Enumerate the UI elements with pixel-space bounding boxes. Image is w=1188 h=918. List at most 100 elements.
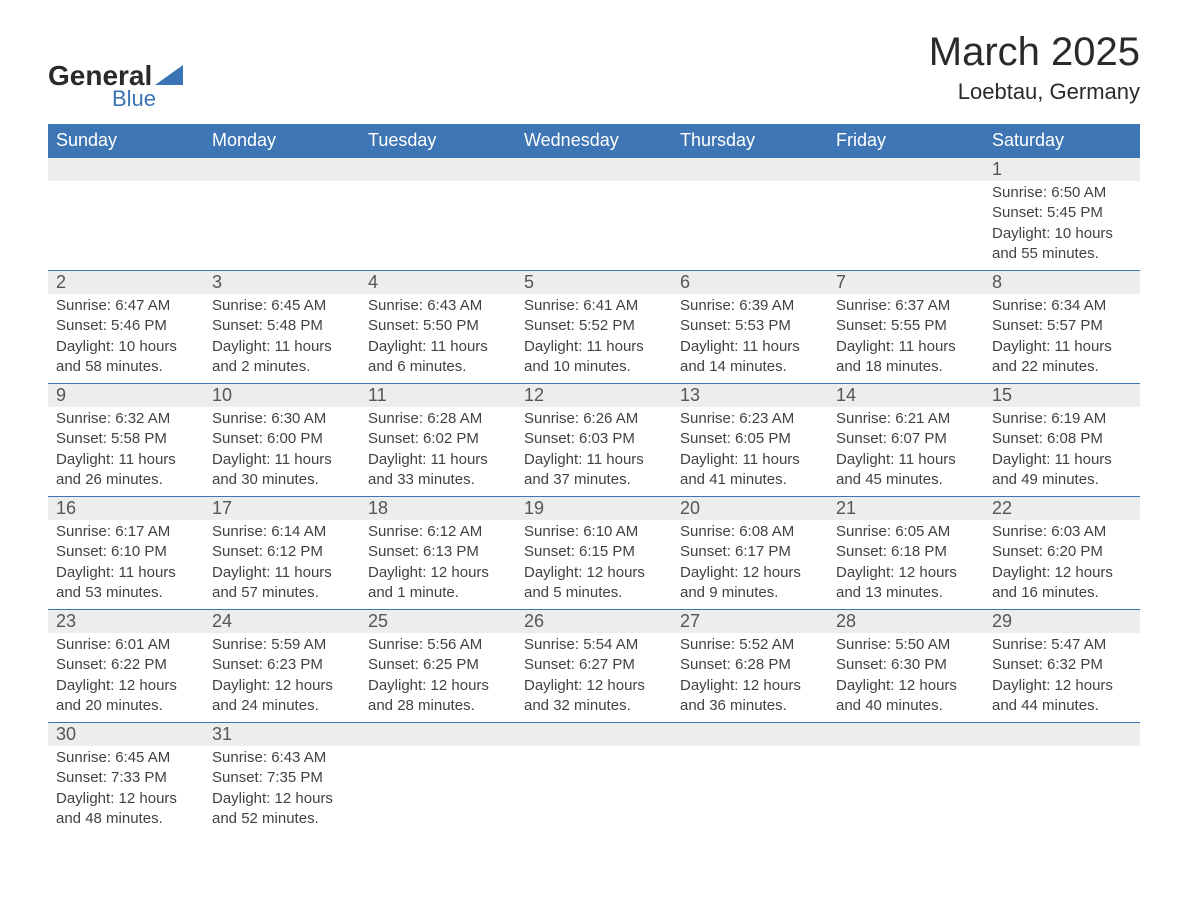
day-details: [828, 746, 984, 774]
sunset-line: Sunset: 6:07 PM: [836, 429, 976, 449]
day-details: Sunrise: 6:30 AMSunset: 6:00 PMDaylight:…: [204, 407, 360, 496]
daylight-line: Daylight: 11 hours and 49 minutes.: [992, 450, 1132, 491]
day-of-week-header: Thursday: [672, 124, 828, 158]
day-number: 18: [360, 497, 516, 520]
daylight-line: Daylight: 11 hours and 18 minutes.: [836, 337, 976, 378]
day-of-week-header: Wednesday: [516, 124, 672, 158]
day-details: Sunrise: 6:08 AMSunset: 6:17 PMDaylight:…: [672, 520, 828, 609]
sunset-line: Sunset: 6:10 PM: [56, 542, 196, 562]
day-number: 12: [516, 384, 672, 407]
day-number: 1: [984, 158, 1140, 181]
daylight-line: Daylight: 11 hours and 22 minutes.: [992, 337, 1132, 378]
sunset-line: Sunset: 6:30 PM: [836, 655, 976, 675]
day-number: 24: [204, 610, 360, 633]
day-details: Sunrise: 6:05 AMSunset: 6:18 PMDaylight:…: [828, 520, 984, 609]
sunrise-line: Sunrise: 6:43 AM: [212, 748, 352, 768]
daylight-line: Daylight: 11 hours and 33 minutes.: [368, 450, 508, 491]
day-of-week-header: Monday: [204, 124, 360, 158]
sunset-line: Sunset: 6:25 PM: [368, 655, 508, 675]
day-number: 2: [48, 271, 204, 294]
sunrise-line: Sunrise: 6:19 AM: [992, 409, 1132, 429]
day-details: Sunrise: 6:39 AMSunset: 5:53 PMDaylight:…: [672, 294, 828, 383]
sunset-line: Sunset: 6:02 PM: [368, 429, 508, 449]
day-details: Sunrise: 6:43 AMSunset: 7:35 PMDaylight:…: [204, 746, 360, 835]
daylight-line: Daylight: 11 hours and 2 minutes.: [212, 337, 352, 378]
sunrise-line: Sunrise: 6:47 AM: [56, 296, 196, 316]
daylight-line: Daylight: 11 hours and 57 minutes.: [212, 563, 352, 604]
sunset-line: Sunset: 6:03 PM: [524, 429, 664, 449]
daylight-line: Daylight: 12 hours and 5 minutes.: [524, 563, 664, 604]
sunrise-line: Sunrise: 6:03 AM: [992, 522, 1132, 542]
day-number: 23: [48, 610, 204, 633]
daylight-line: Daylight: 12 hours and 20 minutes.: [56, 676, 196, 717]
day-details: Sunrise: 5:59 AMSunset: 6:23 PMDaylight:…: [204, 633, 360, 722]
day-number: 14: [828, 384, 984, 407]
day-number: 21: [828, 497, 984, 520]
day-number: 4: [360, 271, 516, 294]
day-number: [204, 158, 360, 181]
daylight-line: Daylight: 12 hours and 24 minutes.: [212, 676, 352, 717]
day-number: 27: [672, 610, 828, 633]
daylight-line: Daylight: 12 hours and 36 minutes.: [680, 676, 820, 717]
calendar-table: SundayMondayTuesdayWednesdayThursdayFrid…: [48, 124, 1140, 835]
day-number: [672, 723, 828, 746]
sunset-line: Sunset: 6:27 PM: [524, 655, 664, 675]
day-details: [672, 181, 828, 209]
day-number: 16: [48, 497, 204, 520]
sunrise-line: Sunrise: 6:37 AM: [836, 296, 976, 316]
calendar-daynum-row: 16171819202122: [48, 497, 1140, 521]
calendar-daynum-row: 9101112131415: [48, 384, 1140, 408]
day-details: Sunrise: 5:50 AMSunset: 6:30 PMDaylight:…: [828, 633, 984, 722]
title-block: March 2025 Loebtau, Germany: [929, 30, 1140, 105]
day-number: 11: [360, 384, 516, 407]
day-details: Sunrise: 6:23 AMSunset: 6:05 PMDaylight:…: [672, 407, 828, 496]
calendar-daynum-row: 3031: [48, 723, 1140, 747]
sunrise-line: Sunrise: 6:21 AM: [836, 409, 976, 429]
day-number: 26: [516, 610, 672, 633]
daylight-line: Daylight: 10 hours and 58 minutes.: [56, 337, 196, 378]
sunset-line: Sunset: 5:53 PM: [680, 316, 820, 336]
sunrise-line: Sunrise: 5:59 AM: [212, 635, 352, 655]
sunset-line: Sunset: 7:33 PM: [56, 768, 196, 788]
sunrise-line: Sunrise: 6:10 AM: [524, 522, 664, 542]
daylight-line: Daylight: 11 hours and 45 minutes.: [836, 450, 976, 491]
daylight-line: Daylight: 12 hours and 32 minutes.: [524, 676, 664, 717]
sunset-line: Sunset: 6:28 PM: [680, 655, 820, 675]
day-details: Sunrise: 6:10 AMSunset: 6:15 PMDaylight:…: [516, 520, 672, 609]
sunset-line: Sunset: 6:22 PM: [56, 655, 196, 675]
day-number: 3: [204, 271, 360, 294]
day-details: Sunrise: 6:17 AMSunset: 6:10 PMDaylight:…: [48, 520, 204, 609]
sunrise-line: Sunrise: 6:43 AM: [368, 296, 508, 316]
sunset-line: Sunset: 5:46 PM: [56, 316, 196, 336]
title-location: Loebtau, Germany: [929, 79, 1140, 105]
daylight-line: Daylight: 12 hours and 44 minutes.: [992, 676, 1132, 717]
sunrise-line: Sunrise: 6:30 AM: [212, 409, 352, 429]
sunset-line: Sunset: 6:05 PM: [680, 429, 820, 449]
day-details: Sunrise: 6:28 AMSunset: 6:02 PMDaylight:…: [360, 407, 516, 496]
day-number: [360, 723, 516, 746]
calendar-details-row: Sunrise: 6:45 AMSunset: 7:33 PMDaylight:…: [48, 746, 1140, 835]
brand-logo: General Blue: [48, 60, 183, 112]
day-details: Sunrise: 6:21 AMSunset: 6:07 PMDaylight:…: [828, 407, 984, 496]
day-details: Sunrise: 6:14 AMSunset: 6:12 PMDaylight:…: [204, 520, 360, 609]
sunset-line: Sunset: 5:52 PM: [524, 316, 664, 336]
sunrise-line: Sunrise: 5:52 AM: [680, 635, 820, 655]
sunrise-line: Sunrise: 6:26 AM: [524, 409, 664, 429]
logo-text-blue: Blue: [112, 86, 156, 112]
sunset-line: Sunset: 6:12 PM: [212, 542, 352, 562]
sunrise-line: Sunrise: 5:54 AM: [524, 635, 664, 655]
day-number: 19: [516, 497, 672, 520]
sunrise-line: Sunrise: 6:45 AM: [212, 296, 352, 316]
day-number: [360, 158, 516, 181]
sunset-line: Sunset: 5:45 PM: [992, 203, 1132, 223]
daylight-line: Daylight: 11 hours and 14 minutes.: [680, 337, 820, 378]
day-details: [204, 181, 360, 209]
day-details: Sunrise: 6:45 AMSunset: 5:48 PMDaylight:…: [204, 294, 360, 383]
sunset-line: Sunset: 7:35 PM: [212, 768, 352, 788]
day-details: [516, 181, 672, 209]
day-number: 20: [672, 497, 828, 520]
daylight-line: Daylight: 11 hours and 10 minutes.: [524, 337, 664, 378]
daylight-line: Daylight: 12 hours and 9 minutes.: [680, 563, 820, 604]
day-details: Sunrise: 6:34 AMSunset: 5:57 PMDaylight:…: [984, 294, 1140, 383]
sunset-line: Sunset: 5:58 PM: [56, 429, 196, 449]
